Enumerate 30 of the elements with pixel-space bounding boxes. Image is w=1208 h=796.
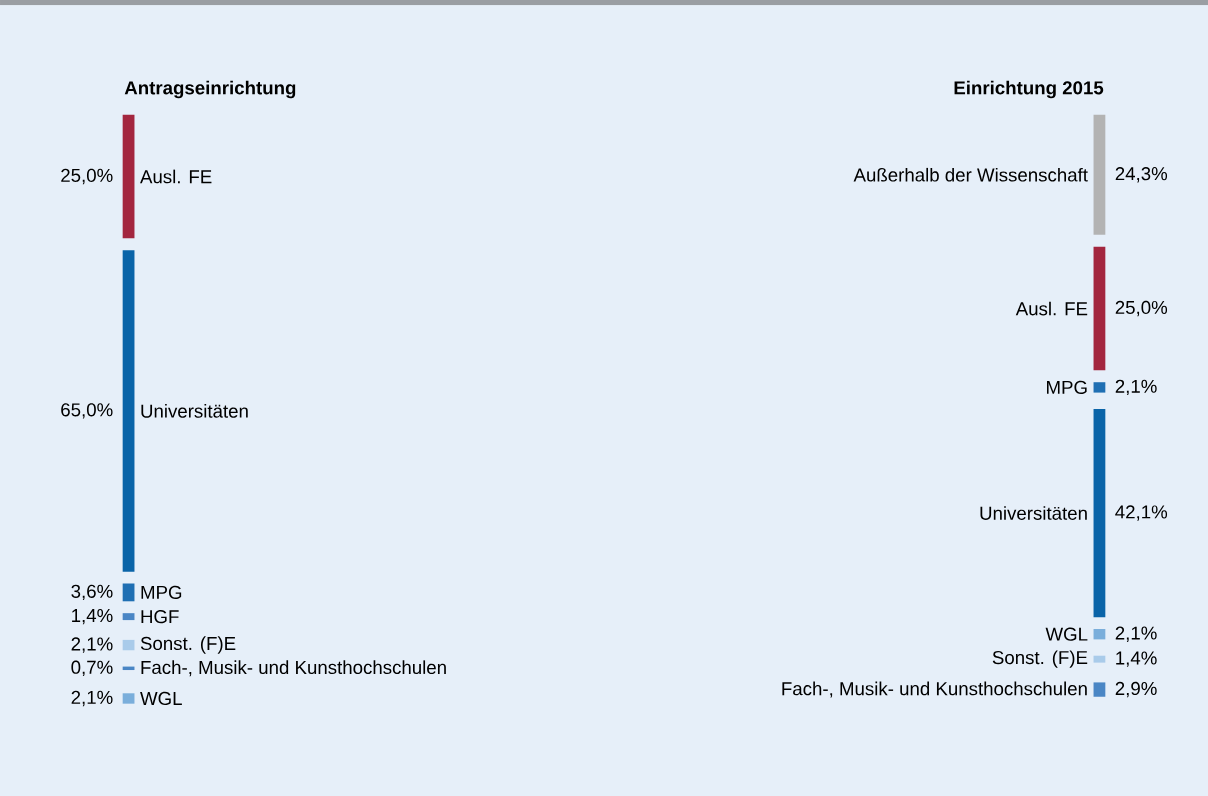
data-label: 25,0% — [61, 168, 113, 185]
data-label: 24,3% — [1115, 167, 1168, 183]
data-label: 0,7% — [71, 660, 113, 677]
data-label: 1,4% — [72, 608, 113, 625]
category-label: Ausl. FE — [1015, 301, 1088, 316]
data-label: 2,1% — [1115, 626, 1157, 642]
category-label: MPG — [1047, 380, 1087, 395]
text: Antragseinrichtung — [124, 80, 296, 99]
data-label: 2,1% — [71, 690, 113, 707]
category-label: WGL — [140, 691, 182, 706]
data-label: 1,4% — [1116, 651, 1157, 667]
category-label: Universitäten — [980, 506, 1087, 520]
category-label: Sonst. (F)E — [140, 636, 236, 654]
data-label: 25,0% — [1115, 300, 1168, 317]
category-label: Außerhalb der Wissenschaft — [853, 167, 1088, 182]
category-label: Fach-, Musik- und Kunsthochschulen — [141, 660, 446, 677]
text: Einrichtung 2015 — [954, 80, 1104, 99]
data-label: 2,1% — [1115, 379, 1157, 396]
data-label: 65,0% — [61, 403, 113, 419]
category-label: MPG — [141, 585, 182, 600]
data-label: 3,6% — [71, 584, 113, 601]
category-label: Universitäten — [141, 404, 248, 418]
data-label: 2,9% — [1115, 681, 1157, 698]
category-label: HGF — [141, 610, 179, 624]
category-label: Sonst. (F)E — [992, 650, 1088, 668]
category-label: WGL — [1045, 627, 1088, 641]
category-label: Fach-, Musik- und Kunsthochschulen — [782, 681, 1087, 698]
data-label: 2,1% — [71, 637, 113, 653]
category-label: Ausl. FE — [140, 169, 212, 184]
data-label: 42,1% — [1115, 505, 1168, 521]
